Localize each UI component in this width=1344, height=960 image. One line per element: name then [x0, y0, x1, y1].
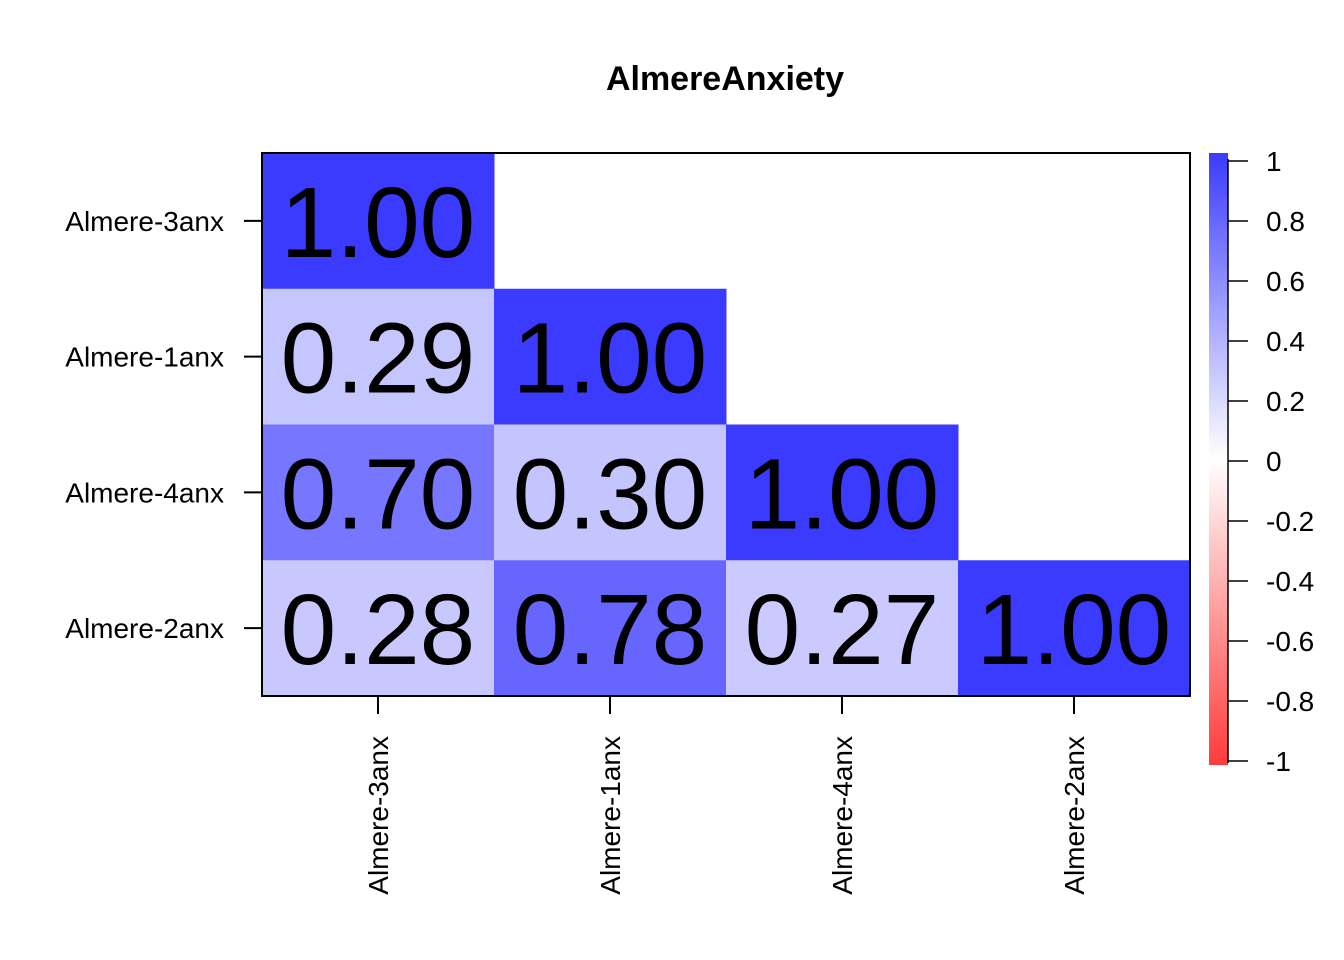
y-tick-label: Almere-4anx [65, 477, 224, 508]
heatmap-cell [262, 153, 495, 290]
x-tick-label: Almere-2anx [1059, 736, 1090, 895]
heatmap-cell [494, 424, 727, 561]
cell-value-label: 0.70 [281, 438, 476, 550]
heatmap-cell [726, 424, 959, 561]
legend-tick-label: 0.4 [1266, 326, 1305, 357]
heatmap-cell [494, 560, 727, 697]
heatmap-cell [726, 560, 959, 697]
chart-title: AlmereAnxiety [606, 60, 844, 98]
color-legend: 1 0.8 0.6 0.4 0.2 0 -0.2 -0.4 -0.6 -0.8 -1 [1209, 146, 1314, 777]
cell-value-label: 0.30 [513, 438, 708, 550]
x-tick-label: Almere-3anx [363, 736, 394, 895]
x-tick-label: Almere-4anx [827, 736, 858, 895]
legend-tick-label: 0.2 [1266, 386, 1305, 417]
legend-tick-label: -0.2 [1266, 506, 1314, 537]
y-tick-label: Almere-2anx [65, 613, 224, 644]
legend-tick-label: -0.8 [1266, 686, 1314, 717]
legend-tick-label: 0 [1266, 446, 1282, 477]
y-tick-label: Almere-1anx [65, 342, 224, 373]
legend-color-bar [1209, 153, 1228, 765]
heatmap-cell [262, 560, 495, 697]
y-tick-label: Almere-3anx [65, 206, 224, 237]
legend-tick-label: -0.6 [1266, 626, 1314, 657]
heatmap-cells: 1.00 0.29 1.00 0.70 0.30 1.00 0.28 0.78 0.27 1.00 [262, 153, 1191, 697]
x-tick-label: Almere-1anx [595, 736, 626, 895]
legend-tick-label: 0.8 [1266, 206, 1305, 237]
heatmap-cell [262, 424, 495, 561]
cell-value-label: 0.29 [281, 303, 476, 415]
x-axis: Almere-3anx Almere-1anx Almere-4anx Almere-… [363, 696, 1090, 895]
legend-tick-label: 0.6 [1266, 266, 1305, 297]
cell-value-label: 1.00 [281, 167, 476, 279]
cell-value-label: 0.27 [745, 574, 940, 686]
cell-value-label: 0.78 [513, 574, 708, 686]
legend-tick-label: -0.4 [1266, 566, 1314, 597]
legend-tick-label: -1 [1266, 746, 1291, 777]
cell-value-label: 1.00 [977, 574, 1172, 686]
cell-value-label: 1.00 [513, 303, 708, 415]
cell-value-label: 1.00 [745, 438, 940, 550]
heatmap-cell [262, 288, 495, 425]
legend-tick-label: 1 [1266, 146, 1282, 177]
cell-value-label: 0.28 [281, 574, 476, 686]
heatmap-cell [494, 288, 727, 425]
y-axis: Almere-3anx Almere-1anx Almere-4anx Almere-… [65, 206, 262, 644]
plot-border [261, 152, 1191, 697]
heatmap-cell [958, 560, 1191, 697]
